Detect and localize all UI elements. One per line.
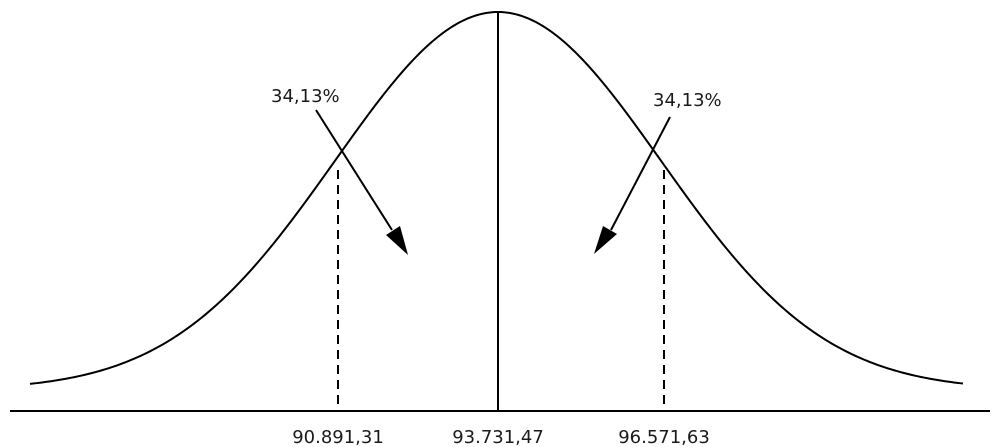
left-area-arrow: [315, 109, 408, 255]
left-area-label: 34,13%: [271, 86, 340, 107]
left-sigma-label: 90.891,31: [292, 427, 384, 447]
right-sigma-label: 96.571,63: [618, 427, 710, 447]
bell-curve: [29, 10, 964, 385]
right-area-label: 34,13%: [653, 90, 722, 111]
right-area-arrow: [594, 116, 671, 254]
mean-label: 93.731,47: [452, 427, 544, 447]
